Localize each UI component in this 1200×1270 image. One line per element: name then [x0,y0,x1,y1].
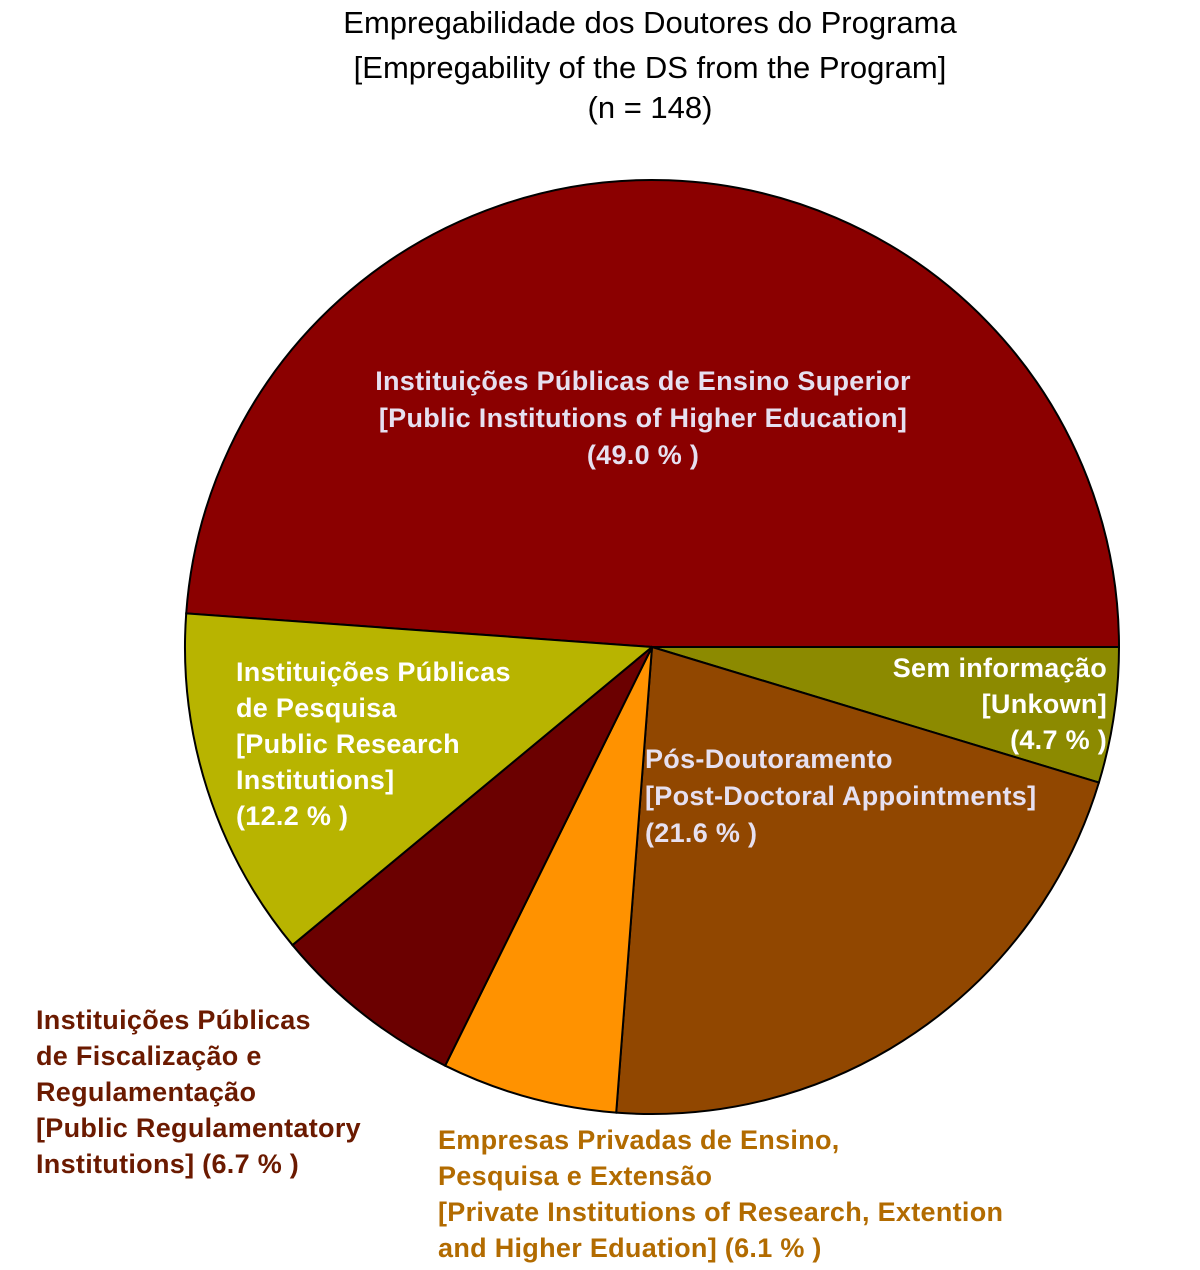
label-private-institutions-line-2: Pesquisa e Extensão [438,1161,712,1191]
label-unknown-line-2: [Unkown] [982,689,1107,719]
label-private-institutions-line-3: [Private Institutions of Research, Exten… [438,1197,1003,1227]
slice-public-regulatory [291,646,653,1068]
label-public-regulatory-line-5: Institutions] (6.7 % ) [36,1149,299,1179]
pie-slices [184,178,1121,1116]
label-public-regulatory-line-4: [Public Regulamentatory [36,1113,361,1143]
label-public-higher-ed-line-3: (49.0 % ) [587,440,699,470]
slice-labels: Instituições Públicas de Ensino Superior… [36,366,1107,1263]
chart-title-line-2: [Empregability of the DS from the Progra… [354,50,947,85]
label-unknown-line-3: (4.7 % ) [1010,725,1107,755]
label-public-research-line-2: de Pesquisa [236,693,398,723]
slice-post-doctoral [615,645,1101,1116]
label-post-doctoral: Pós-Doutoramento [Post-Doctoral Appointme… [645,744,1036,848]
label-public-regulatory: Instituições Públicas de Fiscalização e Re… [36,1005,361,1179]
label-public-research-line-5: (12.2 % ) [236,801,348,831]
label-public-higher-ed-line-1: Instituições Públicas de Ensino Superior [375,366,911,396]
label-private-institutions-line-1: Empresas Privadas de Ensino, [438,1125,840,1155]
label-public-research: Instituições Públicas de Pesquisa [Public … [236,657,511,831]
label-post-doctoral-line-2: [Post-Doctoral Appointments] [645,781,1036,811]
label-post-doctoral-line-3: (21.6 % ) [645,818,757,848]
chart-title: Empregabilidade dos Doutores do Programa… [343,5,957,125]
slice-public-higher-ed [185,178,1121,648]
label-public-research-line-4: Institutions] [236,765,394,795]
label-unknown-line-1: Sem informação [893,653,1107,683]
chart-title-line-3: (n = 148) [588,90,713,125]
label-unknown: Sem informação [Unkown] (4.7 % ) [893,653,1107,755]
chart-title-line-1: Empregabilidade dos Doutores do Programa [343,5,957,40]
label-public-higher-ed-line-2: [Public Institutions of Higher Education… [379,403,907,433]
label-public-regulatory-line-1: Instituições Públicas [36,1005,311,1035]
slice-public-research [184,612,655,947]
label-public-research-line-3: [Public Research [236,729,460,759]
slice-private-institutions [443,646,653,1114]
label-public-research-line-1: Instituições Públicas [236,657,511,687]
label-post-doctoral-line-1: Pós-Doutoramento [645,744,893,774]
label-private-institutions: Empresas Privadas de Ensino, Pesquisa e E… [438,1125,1003,1263]
label-public-regulatory-line-2: de Fiscalização e [36,1041,262,1071]
label-public-regulatory-line-3: Regulamentação [36,1077,256,1107]
label-public-higher-ed: Instituições Públicas de Ensino Superior… [375,366,911,470]
label-private-institutions-line-4: and Higher Eduation] (6.1 % ) [438,1233,822,1263]
